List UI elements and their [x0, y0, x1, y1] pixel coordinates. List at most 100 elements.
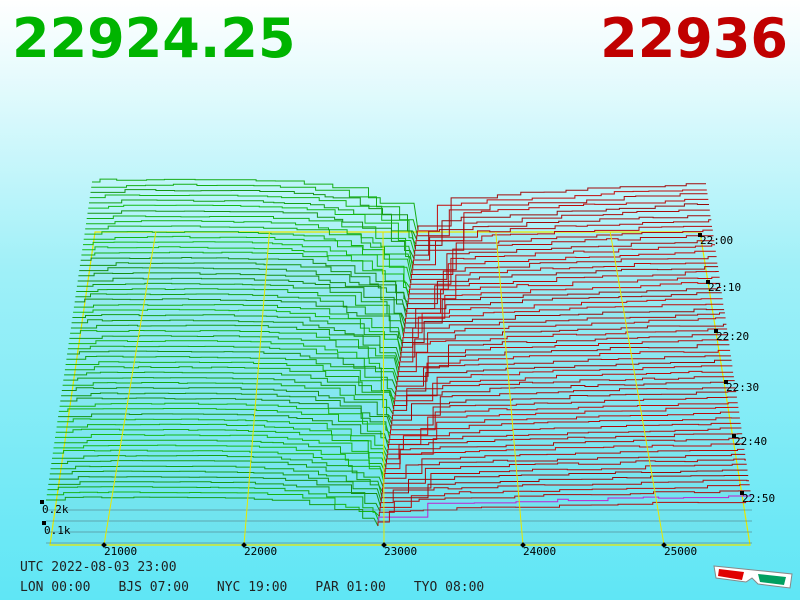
bid-depth-line [85, 225, 413, 274]
bid-depth-line [91, 183, 418, 236]
ask-depth-line [410, 235, 714, 279]
ask-depth-line [386, 427, 742, 459]
ask-depth-line [412, 219, 712, 264]
bid-depth-line [78, 272, 407, 318]
bid-depth-line [64, 371, 395, 410]
ask-depth-line [395, 355, 731, 391]
ask-depth-line [400, 317, 726, 357]
bid-depth-line [52, 455, 384, 488]
price-label: 25000 [664, 545, 697, 558]
bid-depth-line [76, 282, 406, 328]
price-label: 24000 [523, 545, 556, 558]
price-grid-line [495, 231, 524, 546]
ask-depth-line [411, 229, 713, 274]
glasses-green [758, 574, 786, 585]
tick-dot [724, 380, 728, 384]
ask-depth-line [394, 365, 733, 400]
bid-depth-line [75, 293, 405, 337]
bid-depth-line [80, 257, 409, 304]
bid-depth-line [67, 345, 398, 386]
ask-depth-line [401, 312, 725, 352]
bid-depth-line [86, 215, 414, 265]
bid-depth-line [86, 220, 414, 269]
ask-depth-line [408, 256, 717, 298]
bid-depth-line [70, 330, 400, 371]
ask-depth-line [393, 376, 734, 410]
ask-depth-line [392, 380, 735, 415]
city-time: NYC 19:00 [216, 580, 288, 595]
bid-depth-line [87, 210, 415, 260]
ask-depth-line [410, 240, 715, 284]
bid-depth-line [90, 189, 418, 240]
ask-depth-line [405, 282, 721, 323]
ask-depth-line [402, 303, 724, 342]
ask-depth-line [391, 391, 737, 425]
ask-depth-line [417, 183, 706, 230]
bid-depth-line [50, 465, 383, 498]
ask-depth-line [397, 344, 730, 381]
ask-depth-line [383, 453, 746, 483]
bid-depth-line [49, 470, 382, 502]
bid-depth-line [73, 308, 403, 352]
ask-depth-line [395, 359, 732, 395]
tick-dot [241, 542, 247, 548]
ask-depth-line [398, 334, 728, 371]
ask-depth-line [390, 402, 738, 434]
bid-depth-line [52, 449, 385, 483]
time-label: 22:40 [734, 435, 767, 448]
ask-depth-line [413, 215, 711, 260]
bid-depth-line [82, 246, 410, 294]
bid-depth-line [67, 350, 397, 391]
tick-dot [520, 542, 526, 548]
price-grid-line [103, 231, 157, 546]
city-time: BJS 07:00 [118, 580, 189, 595]
bid-depth-line [63, 377, 394, 415]
bid-depth-line [61, 387, 393, 425]
ask-depth-line [401, 308, 725, 347]
bid-depth-line [65, 361, 396, 401]
ask-depth-line [381, 469, 748, 497]
ask-depth-line [403, 292, 722, 332]
bid-depth-line [66, 355, 397, 396]
tick-dot [661, 542, 667, 548]
tick-dot [101, 542, 107, 548]
time-label: 22:00 [700, 234, 733, 247]
ask-depth-line [380, 479, 749, 507]
bid-depth-line [46, 491, 380, 522]
ask-depth-line [385, 437, 743, 468]
ask-depth-line [409, 244, 715, 289]
ask-depth-line [416, 193, 708, 240]
bid-depth-line [62, 382, 393, 420]
tick-dot [40, 500, 44, 504]
bid-depth-line [84, 231, 412, 279]
bid-depth-line [72, 314, 402, 357]
bid-depth-line [68, 340, 399, 381]
ask-depth-line [416, 189, 707, 235]
ask-depth-line [388, 417, 740, 449]
bid-depth-line [56, 423, 388, 459]
bid-depth-line [88, 204, 416, 255]
bid-depth-line [59, 402, 391, 439]
bid-depth-line [71, 319, 401, 362]
bid-depth-line [60, 397, 391, 435]
ask-depth-line [414, 203, 709, 250]
ask-depth-line [393, 370, 734, 405]
bid-depth-line [76, 288, 405, 333]
ask-depth-line [386, 433, 743, 463]
tick-dot [714, 329, 718, 333]
bid-depth-line [92, 178, 419, 231]
bid-depth-line [69, 335, 399, 376]
bid-depth-line [61, 392, 392, 430]
ask-depth-line [399, 323, 727, 361]
price-grid-line [243, 231, 270, 546]
tick-dot [42, 521, 46, 525]
ask-depth-line [379, 484, 750, 512]
tick-dot [706, 280, 710, 284]
ask-depth-line [403, 298, 723, 337]
tick-dot [740, 491, 744, 495]
ask-depth-line [378, 495, 752, 522]
tick-dot [381, 542, 387, 548]
ask-depth-line [382, 463, 747, 492]
